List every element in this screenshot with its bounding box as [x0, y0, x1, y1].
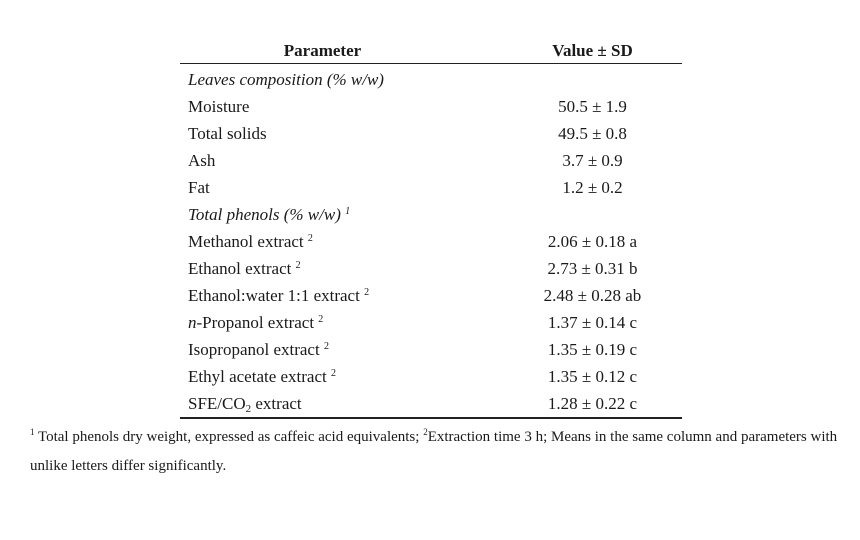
- footnote-text-2: Extraction time 3 h; Means in the same c…: [30, 429, 838, 474]
- row-value: 49.5 ± 0.8: [558, 124, 627, 143]
- row-label: Fat: [188, 178, 210, 197]
- row-value: 1.37 ± 0.14 c: [547, 313, 638, 332]
- section-title: Total phenols (% w/w) 1: [188, 205, 351, 224]
- row-label: Methanol extract 2: [188, 232, 313, 251]
- footnote-marker: 2: [364, 287, 370, 298]
- bottom-rule: [180, 417, 682, 419]
- row-label: n-Propanol extract 2: [188, 313, 324, 332]
- table-row: Isopropanol extract 2 1.35 ± 0.19 c: [180, 336, 682, 363]
- table-row: Fat 1.2 ± 0.2: [180, 174, 682, 201]
- section-title: Leaves composition (% w/w): [188, 70, 384, 89]
- row-value: 2.48 ± 0.28 ab: [543, 286, 642, 305]
- header-parameter: Parameter: [283, 41, 362, 60]
- row-value: 50.5 ± 1.9: [558, 97, 627, 116]
- table-header-row: Parameter Value ± SD: [180, 40, 682, 64]
- row-label: Ethanol:water 1:1 extract 2: [188, 286, 370, 305]
- row-label: Moisture: [188, 97, 250, 116]
- table-row: Total solids 49.5 ± 0.8: [180, 120, 682, 147]
- row-label: Isopropanol extract 2: [188, 340, 329, 359]
- row-value: 2.73 ± 0.31 b: [547, 259, 638, 278]
- footnote-marker: 2: [323, 341, 329, 352]
- row-label: Ethyl acetate extract 2: [188, 367, 336, 386]
- table-row: Ethyl acetate extract 2 1.35 ± 0.12 c: [180, 363, 682, 390]
- row-value: 1.28 ± 0.22 c: [547, 394, 638, 413]
- row-label: SFE/CO2 extract: [188, 394, 302, 415]
- footnote-marker: 2: [295, 260, 301, 271]
- table-footnote: 1 Total phenols dry weight, expressed as…: [30, 423, 840, 481]
- row-value: 1.2 ± 0.2: [562, 178, 623, 197]
- row-label: Total solids: [188, 124, 267, 143]
- data-table: Parameter Value ± SD Leaves composition …: [180, 40, 682, 417]
- header-value: Value ± SD: [552, 41, 633, 60]
- row-label: Ash: [188, 151, 216, 170]
- footnote-marker: 2: [307, 233, 313, 244]
- row-value: 1.35 ± 0.19 c: [547, 340, 638, 359]
- top-rule: [180, 63, 682, 64]
- table-row: Ethanol:water 1:1 extract 2 2.48 ± 0.28 …: [180, 282, 682, 309]
- footnote-marker: 2: [331, 368, 336, 379]
- footnote-marker: 1: [345, 206, 351, 217]
- row-value: 1.35 ± 0.12 c: [547, 367, 638, 386]
- row-value: 3.7 ± 0.9: [562, 151, 623, 170]
- subscript: 2: [245, 403, 252, 415]
- table-row: Ethanol extract 2 2.73 ± 0.31 b: [180, 255, 682, 282]
- table-row: Moisture 50.5 ± 1.9: [180, 93, 682, 120]
- table-row: SFE/CO2 extract 1.28 ± 0.22 c: [180, 390, 682, 417]
- footnote-text-1: Total phenols dry weight, expressed as c…: [34, 429, 424, 445]
- table-row: Methanol extract 2 2.06 ± 0.18 a: [180, 228, 682, 255]
- footnote-marker: 1: [30, 427, 35, 437]
- row-value: 2.06 ± 0.18 a: [547, 232, 638, 251]
- table-row: Ash 3.7 ± 0.9: [180, 147, 682, 174]
- section-title-row: Leaves composition (% w/w): [180, 66, 682, 93]
- footnote-marker: 2: [318, 314, 324, 325]
- footnote-marker: 2: [423, 427, 428, 437]
- row-label: Ethanol extract 2: [188, 259, 301, 278]
- section-title-row: Total phenols (% w/w) 1: [180, 201, 682, 228]
- table-row: n-Propanol extract 2 1.37 ± 0.14 c: [180, 309, 682, 336]
